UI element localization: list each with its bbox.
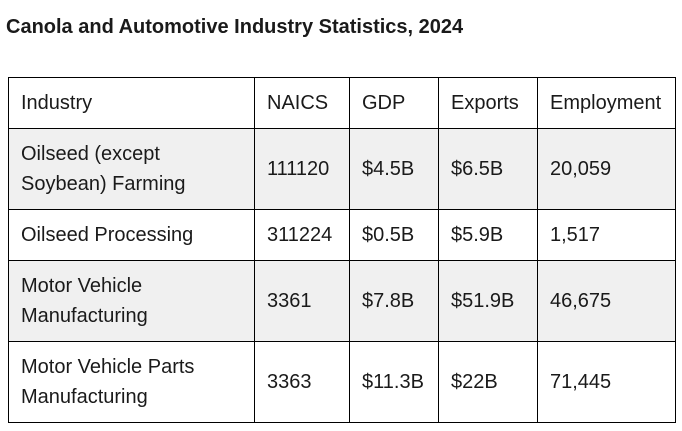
column-header-exports: Exports [438, 77, 538, 129]
exports-cell: $5.9B [438, 209, 538, 261]
employment-cell: 71,445 [537, 341, 676, 423]
column-header-employment: Employment [537, 77, 676, 129]
table-row: Oilseed (except Soybean) Farming 111120 … [8, 128, 676, 210]
industry-cell: Oilseed Processing [8, 209, 255, 261]
industry-cell: Motor Vehicle Parts Manufacturing [8, 341, 255, 423]
naics-cell: 311224 [254, 209, 350, 261]
employment-cell: 46,675 [537, 260, 676, 342]
page-title: Canola and Automotive Industry Statistic… [6, 16, 464, 38]
gdp-cell: $4.5B [349, 128, 439, 210]
exports-cell: $6.5B [438, 128, 538, 210]
table-row: Oilseed Processing 311224 $0.5B $5.9B 1,… [8, 209, 676, 261]
gdp-cell: $11.3B [349, 341, 439, 423]
gdp-cell: $7.8B [349, 260, 439, 342]
industry-cell: Motor Vehicle Manufacturing [8, 260, 255, 342]
column-header-industry: Industry [8, 77, 255, 129]
gdp-cell: $0.5B [349, 209, 439, 261]
column-header-naics: NAICS [254, 77, 350, 129]
exports-cell: $22B [438, 341, 538, 423]
employment-cell: 1,517 [537, 209, 676, 261]
statistics-table: Industry NAICS GDP Exports Employment Oi… [8, 77, 676, 423]
table-row: Motor Vehicle Manufacturing 3361 $7.8B $… [8, 260, 676, 342]
table-row: Motor Vehicle Parts Manufacturing 3363 $… [8, 341, 676, 423]
naics-cell: 111120 [254, 128, 350, 210]
exports-cell: $51.9B [438, 260, 538, 342]
employment-cell: 20,059 [537, 128, 676, 210]
column-header-gdp: GDP [349, 77, 439, 129]
naics-cell: 3363 [254, 341, 350, 423]
naics-cell: 3361 [254, 260, 350, 342]
header-row: Industry NAICS GDP Exports Employment [8, 77, 676, 129]
industry-cell: Oilseed (except Soybean) Farming [8, 128, 255, 210]
